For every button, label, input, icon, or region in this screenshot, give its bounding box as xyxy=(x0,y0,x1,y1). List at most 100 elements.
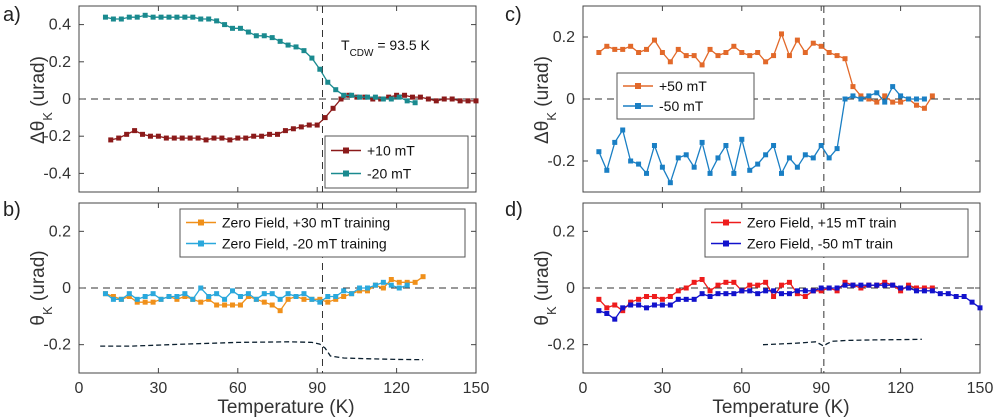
legend-swatch-marker xyxy=(723,240,729,247)
data-point xyxy=(198,299,204,305)
data-point xyxy=(412,279,418,285)
data-point xyxy=(235,135,241,141)
data-point xyxy=(253,296,259,302)
data-point xyxy=(620,127,626,133)
data-point xyxy=(182,291,188,297)
data-point xyxy=(388,282,394,288)
data-point xyxy=(386,94,392,100)
x-tick-label: 30 xyxy=(150,380,168,397)
data-point xyxy=(667,302,673,308)
data-point xyxy=(890,99,896,105)
y-tick-label: -0.2 xyxy=(547,337,575,354)
data-point xyxy=(333,296,339,302)
data-point xyxy=(203,137,209,143)
data-point xyxy=(890,84,896,90)
data-point xyxy=(155,133,161,139)
data-point xyxy=(763,59,769,65)
data-point xyxy=(794,37,800,43)
data-point xyxy=(396,94,402,100)
data-point xyxy=(898,99,904,105)
data-point xyxy=(707,46,713,52)
legend-label: +50 mT xyxy=(659,78,707,94)
series-line xyxy=(110,94,476,141)
data-point xyxy=(763,279,769,285)
legend-swatch-marker xyxy=(635,103,641,109)
data-point xyxy=(473,98,479,104)
data-point xyxy=(667,180,673,186)
y-tick-label: -0.4 xyxy=(43,165,71,182)
data-point xyxy=(219,135,225,141)
data-point xyxy=(190,14,196,20)
y-tick-label: 0.2 xyxy=(49,54,71,71)
data-point xyxy=(699,139,705,145)
data-point xyxy=(755,282,761,288)
legend-label: -20 mT xyxy=(367,166,412,182)
data-point xyxy=(628,158,634,164)
data-point xyxy=(372,282,378,288)
data-point xyxy=(596,296,602,302)
data-point xyxy=(715,291,721,297)
data-point xyxy=(134,14,140,20)
y-tick-label: 0 xyxy=(62,280,71,297)
data-point xyxy=(659,296,665,302)
data-point xyxy=(794,291,800,297)
data-point xyxy=(699,62,705,68)
data-point xyxy=(126,14,132,20)
data-point xyxy=(277,308,283,314)
data-point xyxy=(786,279,792,285)
data-point xyxy=(969,299,975,305)
data-point xyxy=(866,282,872,288)
legend-box xyxy=(616,72,755,120)
data-point xyxy=(301,48,307,54)
data-point xyxy=(108,137,114,143)
data-point xyxy=(747,167,753,173)
data-point xyxy=(441,96,447,102)
data-point xyxy=(612,302,618,308)
data-point xyxy=(394,92,400,98)
legend-swatch-marker xyxy=(343,170,349,177)
legend-swatch-marker xyxy=(723,219,729,226)
data-point xyxy=(636,161,642,167)
data-point xyxy=(182,14,188,20)
data-point xyxy=(349,92,355,98)
data-point xyxy=(898,93,904,99)
panel-letter: a) xyxy=(3,4,21,26)
data-point xyxy=(850,93,856,99)
data-point xyxy=(134,296,140,302)
data-point xyxy=(222,302,228,308)
x-axis-title: Temperature (K) xyxy=(712,397,849,418)
data-point xyxy=(357,288,363,294)
data-point xyxy=(259,133,265,139)
data-point xyxy=(285,42,291,48)
data-point xyxy=(195,135,201,141)
y-tick-label: 0.2 xyxy=(553,29,575,46)
data-point xyxy=(325,79,331,85)
data-point xyxy=(341,92,347,98)
data-point xyxy=(275,131,280,137)
data-point xyxy=(604,167,610,173)
y-axis-title: θK (urad) xyxy=(28,250,55,325)
data-point xyxy=(404,279,410,285)
data-point xyxy=(457,98,463,104)
data-point xyxy=(675,288,681,294)
data-point xyxy=(651,294,657,299)
data-point xyxy=(755,161,761,167)
y-tick-label: 0.4 xyxy=(49,17,71,34)
tcdw-annotation: TCDW = 93.5 K xyxy=(341,37,431,59)
x-tick-label: 60 xyxy=(229,380,247,397)
y-axis-title: ΔθK (urad) xyxy=(532,56,559,144)
data-point xyxy=(620,46,626,52)
data-point xyxy=(779,31,784,37)
data-point xyxy=(834,53,840,59)
data-point xyxy=(715,282,721,288)
y-tick-label: -0.2 xyxy=(43,128,71,145)
data-point xyxy=(325,294,331,299)
data-point xyxy=(818,43,824,49)
data-point xyxy=(834,146,840,152)
data-point xyxy=(425,96,431,102)
data-point xyxy=(651,302,657,308)
x-tick-label: 90 xyxy=(812,380,830,397)
data-point xyxy=(187,135,193,141)
data-point xyxy=(116,135,122,141)
data-point xyxy=(771,143,777,148)
